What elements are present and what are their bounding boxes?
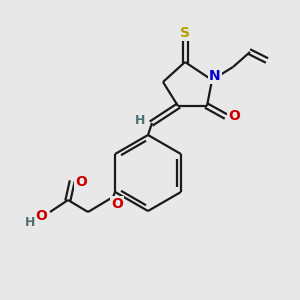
Text: O: O <box>228 109 240 123</box>
Text: H: H <box>135 115 145 128</box>
Text: N: N <box>209 69 221 83</box>
Text: O: O <box>75 175 87 189</box>
Text: H: H <box>25 215 35 229</box>
Text: O: O <box>35 209 47 223</box>
Text: O: O <box>111 197 123 211</box>
Text: S: S <box>180 26 190 40</box>
